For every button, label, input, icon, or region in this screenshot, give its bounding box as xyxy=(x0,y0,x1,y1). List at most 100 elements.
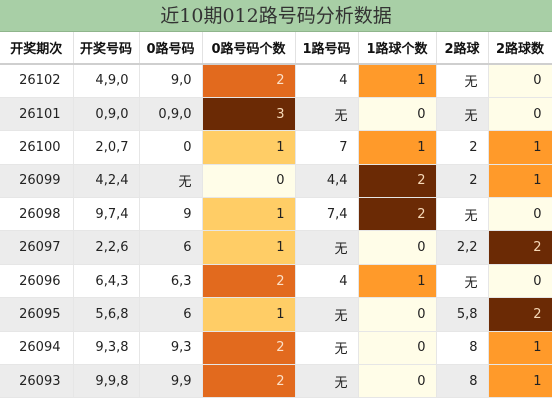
issue-cell: 26099 xyxy=(0,164,74,199)
issue-cell: 26096 xyxy=(0,264,74,299)
route2-count-cell: 1 xyxy=(488,331,552,366)
numbers-cell: 2,2,6 xyxy=(73,230,140,265)
route0-cell: 0,9,0 xyxy=(139,97,203,132)
route0-cell: 6,3 xyxy=(139,264,203,299)
route2-count-cell: 0 xyxy=(488,97,552,132)
route2-count-cell: 1 xyxy=(488,364,552,399)
table-row: 26100 2,0,7 0 1 7 1 2 1 xyxy=(0,130,552,165)
numbers-cell: 4,2,4 xyxy=(73,164,140,199)
route1-count-cell: 0 xyxy=(358,331,437,366)
numbers-cell: 4,9,0 xyxy=(73,64,140,98)
issue-cell: 26093 xyxy=(0,364,74,399)
table-row: 26101 0,9,0 0,9,0 3 无 0 无 0 xyxy=(0,97,552,132)
table-row: 26099 4,2,4 无 0 4,4 2 2 1 xyxy=(0,164,552,199)
numbers-cell: 6,4,3 xyxy=(73,264,140,299)
route0-cell: 9,0 xyxy=(139,64,203,98)
route1-count-cell: 1 xyxy=(358,264,437,299)
route1-cell: 无 xyxy=(295,97,359,132)
route1-cell: 无 xyxy=(295,230,359,265)
col-header-issue: 开奖期次 xyxy=(0,32,74,65)
col-header-route1-count: 1路球个数 xyxy=(358,32,437,65)
route1-cell: 4,4 xyxy=(295,164,359,199)
col-header-route0-count: 0路号码个数 xyxy=(202,32,296,65)
issue-cell: 26101 xyxy=(0,97,74,132)
issue-cell: 26094 xyxy=(0,331,74,366)
route0-count-cell: 1 xyxy=(202,297,296,332)
route-analysis-table: 开奖期次 开奖号码 0路号码 0路号码个数 1路号码 1路球个数 2路球 2路球… xyxy=(0,32,552,399)
route2-cell: 2,2 xyxy=(436,230,489,265)
route2-cell: 8 xyxy=(436,331,489,366)
route0-count-cell: 2 xyxy=(202,264,296,299)
route2-cell: 无 xyxy=(436,97,489,132)
numbers-cell: 2,0,7 xyxy=(73,130,140,165)
table-row: 26093 9,9,8 9,9 2 无 0 8 1 xyxy=(0,364,552,399)
route0-cell: 9,9 xyxy=(139,364,203,399)
route1-cell: 无 xyxy=(295,331,359,366)
table-row: 26094 9,3,8 9,3 2 无 0 8 1 xyxy=(0,331,552,366)
issue-cell: 26098 xyxy=(0,197,74,232)
route2-count-cell: 2 xyxy=(488,297,552,332)
table-row: 26097 2,2,6 6 1 无 0 2,2 2 xyxy=(0,230,552,265)
table-row: 26098 9,7,4 9 1 7,4 2 无 0 xyxy=(0,197,552,232)
table-row: 26102 4,9,0 9,0 2 4 1 无 0 xyxy=(0,64,552,98)
route0-cell: 9,3 xyxy=(139,331,203,366)
route2-cell: 无 xyxy=(436,64,489,98)
numbers-cell: 9,7,4 xyxy=(73,197,140,232)
route2-cell: 无 xyxy=(436,264,489,299)
col-header-route2-count: 2路球数 xyxy=(488,32,552,65)
route2-count-cell: 0 xyxy=(488,264,552,299)
table-row: 26096 6,4,3 6,3 2 4 1 无 0 xyxy=(0,264,552,299)
route0-count-cell: 1 xyxy=(202,230,296,265)
numbers-cell: 0,9,0 xyxy=(73,97,140,132)
numbers-cell: 5,6,8 xyxy=(73,297,140,332)
header-row: 开奖期次 开奖号码 0路号码 0路号码个数 1路号码 1路球个数 2路球 2路球… xyxy=(0,32,552,65)
col-header-numbers: 开奖号码 xyxy=(73,32,140,65)
issue-cell: 26102 xyxy=(0,64,74,98)
route1-count-cell: 1 xyxy=(358,130,437,165)
col-header-route1: 1路号码 xyxy=(295,32,359,65)
route2-count-cell: 2 xyxy=(488,230,552,265)
issue-cell: 26100 xyxy=(0,130,74,165)
route2-count-cell: 0 xyxy=(488,197,552,232)
route1-cell: 无 xyxy=(295,297,359,332)
route2-count-cell: 1 xyxy=(488,130,552,165)
route2-cell: 无 xyxy=(436,197,489,232)
route0-count-cell: 0 xyxy=(202,164,296,199)
route1-count-cell: 2 xyxy=(358,164,437,199)
route0-count-cell: 2 xyxy=(202,364,296,399)
route0-cell: 0 xyxy=(139,130,203,165)
route2-cell: 2 xyxy=(436,130,489,165)
route1-cell: 4 xyxy=(295,64,359,98)
route1-count-cell: 0 xyxy=(358,230,437,265)
col-header-route0: 0路号码 xyxy=(139,32,203,65)
route2-cell: 2 xyxy=(436,164,489,199)
route1-cell: 7,4 xyxy=(295,197,359,232)
route1-cell: 7 xyxy=(295,130,359,165)
route1-count-cell: 2 xyxy=(358,197,437,232)
route0-cell: 9 xyxy=(139,197,203,232)
route0-count-cell: 3 xyxy=(202,97,296,132)
table-title: 近10期012路号码分析数据 xyxy=(0,0,552,32)
route1-count-cell: 0 xyxy=(358,97,437,132)
route2-cell: 8 xyxy=(436,364,489,399)
numbers-cell: 9,3,8 xyxy=(73,331,140,366)
issue-cell: 26097 xyxy=(0,230,74,265)
route1-count-cell: 0 xyxy=(358,297,437,332)
route2-count-cell: 1 xyxy=(488,164,552,199)
route1-count-cell: 0 xyxy=(358,364,437,399)
route1-cell: 4 xyxy=(295,264,359,299)
route1-cell: 无 xyxy=(295,364,359,399)
numbers-cell: 9,9,8 xyxy=(73,364,140,399)
table-row: 26095 5,6,8 6 1 无 0 5,8 2 xyxy=(0,297,552,332)
route0-cell: 6 xyxy=(139,297,203,332)
route0-count-cell: 2 xyxy=(202,64,296,98)
col-header-route2: 2路球 xyxy=(436,32,489,65)
route2-cell: 5,8 xyxy=(436,297,489,332)
route0-count-cell: 1 xyxy=(202,197,296,232)
route0-cell: 6 xyxy=(139,230,203,265)
issue-cell: 26095 xyxy=(0,297,74,332)
route0-cell: 无 xyxy=(139,164,203,199)
route1-count-cell: 1 xyxy=(358,64,437,98)
route2-count-cell: 0 xyxy=(488,64,552,98)
